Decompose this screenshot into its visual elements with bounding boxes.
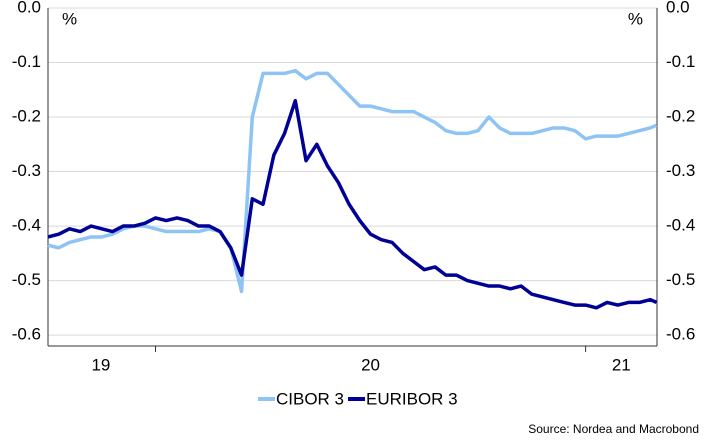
y2-tick-label: -0.1 bbox=[666, 52, 695, 71]
y-tick-label: -0.4 bbox=[12, 216, 41, 235]
y-tick-label: -0.1 bbox=[12, 52, 41, 71]
x-tick-label: 19 bbox=[91, 355, 110, 374]
y2-tick-label: -0.5 bbox=[666, 270, 695, 289]
y2-tick-label: -0.4 bbox=[666, 216, 695, 235]
y2-tick-label: 0.0 bbox=[666, 0, 690, 16]
line-series bbox=[47, 98, 658, 310]
y-tick-label: -0.2 bbox=[12, 107, 41, 126]
y-tick-label: -0.6 bbox=[12, 325, 41, 344]
x-tick-label: 21 bbox=[612, 355, 631, 374]
y-tick-label: 0.0 bbox=[17, 0, 41, 16]
y2-tick-label: -0.3 bbox=[666, 161, 695, 180]
x-tick-label: 20 bbox=[361, 355, 380, 374]
y-unit-label: % bbox=[62, 9, 77, 28]
y-tick-label: -0.5 bbox=[12, 270, 41, 289]
y-tick-label: -0.3 bbox=[12, 161, 41, 180]
line-series bbox=[47, 68, 658, 294]
y2-tick-label: -0.6 bbox=[666, 325, 695, 344]
legend-label: CIBOR 3 bbox=[276, 389, 344, 408]
source-note: Source: Nordea and Macrobond bbox=[528, 422, 699, 436]
y2-tick-label: -0.2 bbox=[666, 107, 695, 126]
legend-label: EURIBOR 3 bbox=[366, 389, 458, 408]
y2-unit-label: % bbox=[628, 9, 643, 28]
